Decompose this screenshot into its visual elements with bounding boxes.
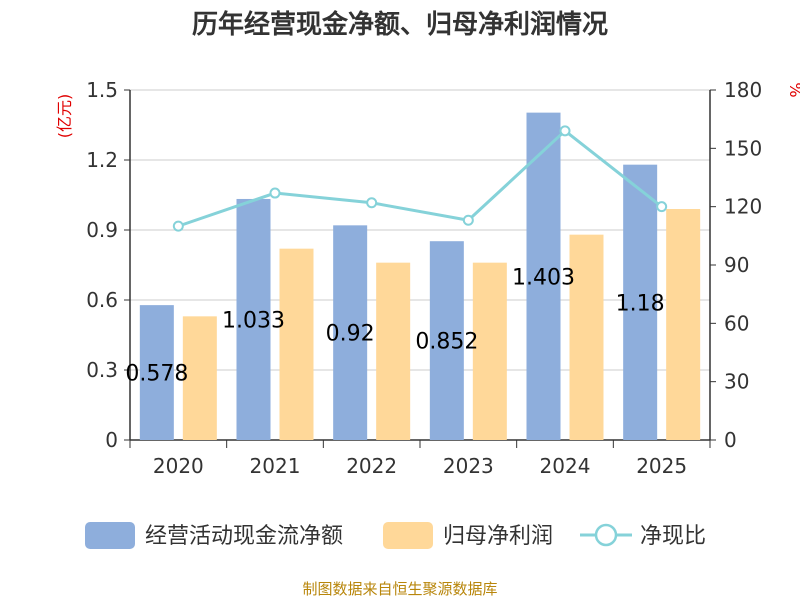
operating-cashflow-data-label: 0.578 (125, 362, 188, 387)
legend-swatch-operating-cashflow (85, 522, 135, 549)
operating-cashflow-data-label: 1.033 (222, 308, 285, 333)
operating-cashflow-bar (623, 164, 658, 440)
net-profit-bar (569, 234, 604, 440)
left-axis-unit-label: (亿元) (55, 94, 74, 139)
left-axis-tick-label: 0.9 (86, 218, 118, 242)
legend-label-operating-cashflow: 经营活动现金流净额 (145, 524, 343, 549)
left-axis-tick-label: 0.3 (86, 358, 118, 382)
cash-ratio-line (177, 128, 663, 228)
left-axis-tick-label: 1.5 (86, 78, 118, 102)
right-axis-tick-label: 60 (724, 311, 749, 335)
left-axis-tick-label: 0 (105, 428, 118, 452)
operating-cashflow-data-label: 1.18 (616, 291, 665, 316)
x-axis-category-label: 2024 (540, 454, 591, 478)
right-axis-tick-label: 180 (724, 78, 762, 102)
net-profit-bar (182, 316, 217, 440)
right-axis-tick-label: 90 (724, 253, 749, 277)
cash-ratio-point (172, 220, 184, 232)
cash-ratio-point (559, 125, 571, 137)
legend-label-cash-ratio: 净现比 (640, 524, 706, 549)
x-axis-category-label: 2025 (636, 454, 687, 478)
operating-cashflow-bar (526, 112, 561, 440)
source-note: 制图数据来自恒生聚源数据库 (302, 580, 498, 598)
operating-cashflow-bar (139, 305, 174, 440)
left-axis-tick-label: 1.2 (86, 148, 118, 172)
x-axis-category-label: 2023 (443, 454, 494, 478)
legend-label-net-profit: 归母净利润 (443, 524, 553, 549)
operating-cashflow-bar (333, 225, 368, 440)
right-axis-tick-label: 120 (724, 195, 762, 219)
net-profit-bar (376, 262, 411, 440)
cash-ratio-point (269, 187, 281, 199)
legend-swatch-net-profit (383, 522, 433, 549)
operating-cashflow-bar (236, 198, 271, 440)
x-axis-category-label: 2020 (153, 454, 204, 478)
operating-cashflow-data-label: 1.403 (512, 265, 575, 290)
net-profit-bar (472, 262, 507, 440)
legend-swatch-cash-ratio-marker (594, 523, 618, 547)
cash-ratio-point (656, 201, 668, 213)
right-axis-unit-label: % (786, 82, 800, 97)
left-axis-tick-label: 0.6 (86, 288, 118, 312)
right-axis-tick-label: 150 (724, 136, 762, 160)
right-axis-tick-label: 30 (724, 370, 749, 394)
x-axis-category-label: 2021 (250, 454, 301, 478)
right-axis-tick-label: 0 (724, 428, 737, 452)
operating-cashflow-data-label: 0.852 (415, 330, 478, 355)
chart-title: 历年经营现金净额、归母净利润情况 (191, 10, 608, 40)
cash-ratio-point (366, 197, 378, 209)
net-profit-bar (279, 248, 314, 440)
cash-ratio-point (462, 214, 474, 226)
operating-cashflow-data-label: 0.92 (326, 322, 375, 347)
net-profit-bar (666, 209, 701, 440)
x-axis-category-label: 2022 (346, 454, 397, 478)
operating-cashflow-bar (429, 241, 464, 440)
